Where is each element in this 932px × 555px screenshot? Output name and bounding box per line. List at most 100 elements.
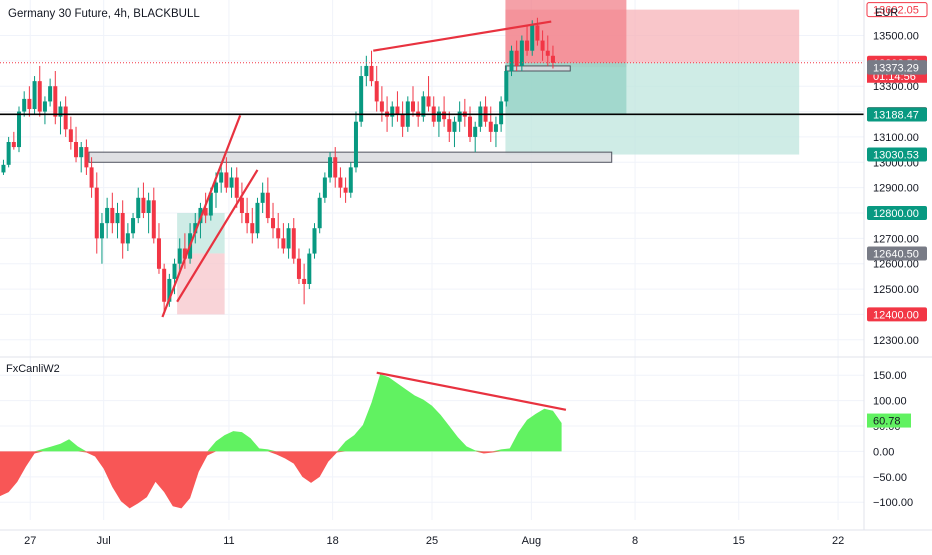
candle-body (265, 192, 270, 219)
price-labels: 13602.0513392.5001:14:5613375.4513373.29… (866, 2, 928, 428)
candle-body (42, 101, 47, 112)
candle-body (22, 98, 27, 112)
candle-body (509, 50, 514, 71)
candle-body (343, 187, 348, 193)
candle-body (317, 197, 322, 229)
candle-body (203, 207, 208, 216)
candle-body (545, 50, 550, 56)
candle-body (234, 177, 239, 198)
candle-body (146, 200, 151, 213)
time-axis-tick: 11 (223, 535, 234, 547)
price-axis-tick: 13500.00 (873, 31, 919, 43)
zones (88, 0, 800, 315)
price-label: 13602.05 (873, 5, 919, 17)
chart-title: Germany 30 Future, 4h, BLACKBULL (8, 8, 200, 20)
candle-body (312, 228, 317, 254)
candle-body (281, 238, 286, 249)
candle-body (58, 106, 63, 117)
price-label: 12400.00 (873, 309, 919, 321)
candle-body (6, 142, 11, 165)
candle-body (452, 121, 457, 132)
time-axis-tick: 22 (832, 535, 844, 547)
oscillator-trendline[interactable] (376, 371, 567, 411)
time-axis-tick: 27 (24, 535, 36, 547)
candle-body (219, 172, 224, 183)
zone-1 (505, 0, 627, 68)
candle-body (493, 124, 498, 132)
price-axis-tick: 12700.00 (873, 233, 919, 245)
price-axis-tick: 12900.00 (873, 183, 919, 195)
osc-axis-tick: 0.00 (873, 446, 894, 458)
candle-body (32, 81, 37, 110)
candle-body (519, 40, 524, 66)
candle-body (141, 197, 146, 213)
zone-6 (88, 151, 613, 163)
candle-body (322, 177, 327, 198)
candle-body (442, 111, 447, 120)
candle-body (535, 25, 540, 41)
price-label: 13188.47 (873, 109, 919, 121)
price-axis-tick: 12500.00 (873, 284, 919, 296)
price-label-box (867, 147, 927, 162)
candle-body (17, 111, 22, 148)
candle-body (291, 228, 296, 259)
candle-body (214, 182, 218, 193)
candle-body (271, 218, 276, 229)
osc-axis-tick: 100.00 (873, 396, 907, 408)
osc-axis-tick: 150.00 (873, 370, 907, 382)
oscillator (0, 371, 567, 509)
candle-body (390, 106, 395, 117)
price-label: 12640.50 (873, 248, 919, 260)
candle-body (525, 40, 530, 51)
osc-value-label: 60.78 (873, 416, 901, 428)
candle-body (260, 192, 265, 203)
candle-body (255, 202, 260, 234)
candle-body (286, 228, 291, 249)
price-label: 13030.53 (873, 150, 919, 162)
trendline-2[interactable] (373, 20, 552, 52)
indicator-title[interactable]: FxCanliW2 (6, 363, 60, 375)
price-axis-tick: 12600.00 (873, 259, 919, 271)
price-axis-tick: 13100.00 (873, 132, 919, 144)
osc-axis-tick: −100.00 (873, 497, 913, 509)
candle-body (400, 114, 405, 127)
candle-body (172, 263, 177, 279)
candle-body (328, 157, 333, 178)
price-label: 13373.29 (873, 63, 919, 75)
candle-body (208, 192, 213, 216)
candle-body (115, 213, 120, 224)
candle-body (488, 121, 493, 132)
candle-body (307, 253, 312, 284)
price-label-box (867, 107, 927, 122)
candle-body (89, 167, 94, 188)
candle-body (302, 278, 307, 284)
candle-body (550, 55, 555, 63)
candle-body (353, 121, 358, 168)
candle-body (224, 172, 229, 188)
price-label-box (867, 60, 927, 75)
candle-body (105, 207, 110, 224)
candle-body (99, 223, 104, 239)
candles (1, 17, 555, 315)
candle-body (37, 81, 42, 112)
trendline-1[interactable] (176, 169, 259, 303)
candle-body (136, 197, 141, 219)
candle-body (296, 258, 301, 279)
price-label: 12800.00 (873, 208, 919, 220)
candle-body (193, 223, 198, 234)
candle-body (473, 126, 478, 137)
candle-body (379, 101, 384, 112)
candle-body (84, 147, 89, 168)
candle-body (426, 96, 431, 107)
candle-body (359, 76, 364, 122)
candle-body (504, 71, 509, 102)
candle-body (369, 65, 374, 82)
candle-body (250, 223, 255, 234)
candle-body (447, 119, 452, 132)
candle-body (182, 248, 187, 259)
candle-body (177, 248, 182, 264)
candle-body (436, 111, 441, 122)
trendline-0[interactable] (161, 114, 242, 318)
candle-body (245, 213, 250, 224)
